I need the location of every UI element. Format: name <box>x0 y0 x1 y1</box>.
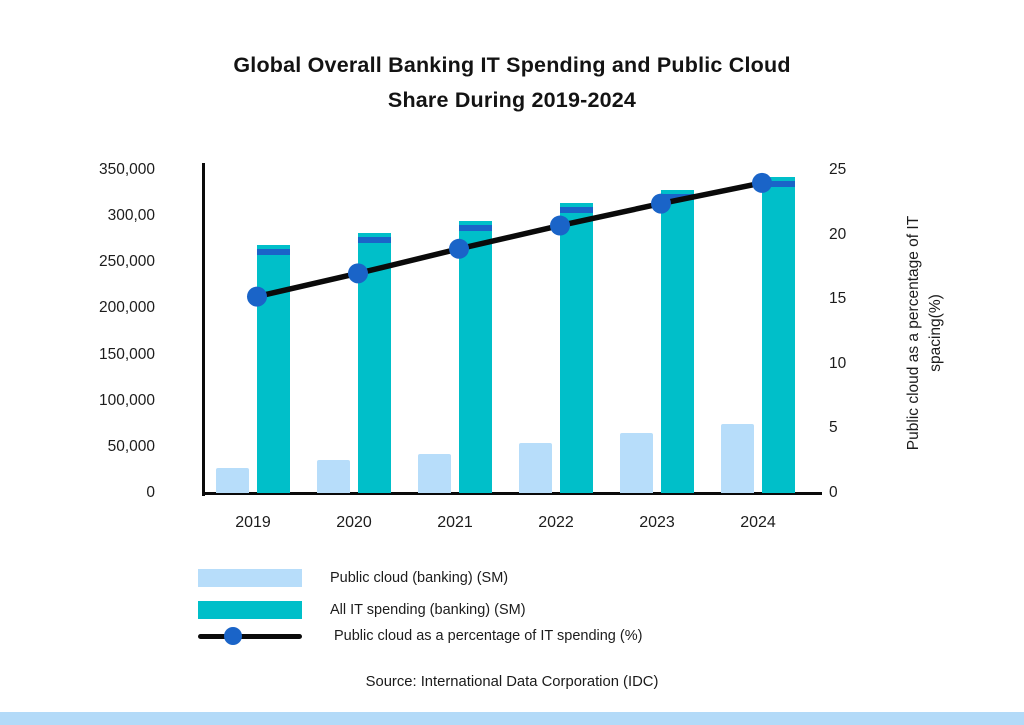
left-axis-tick: 200,000 <box>98 299 155 317</box>
legend-line-marker <box>198 634 302 639</box>
right-axis-title: Public cloud as a percentage of IT spaci… <box>903 216 947 450</box>
left-axis-tick: 350,000 <box>98 161 155 178</box>
bottom-accent-band <box>0 712 1024 725</box>
right-axis-tick: 20 <box>829 225 847 243</box>
bar-public-cloud-2021 <box>418 454 451 493</box>
right-axis-tick: 25 <box>829 161 847 178</box>
bar-cap-stripe-2023 <box>661 194 694 201</box>
bar-all-it-spending-2019 <box>257 244 290 493</box>
legend-line-dot <box>224 627 242 645</box>
bar-public-cloud-2024 <box>721 423 754 493</box>
legend-label-teal: All IT spending (banking) (SM) <box>330 602 526 618</box>
bar-cap-stripe-2019 <box>257 248 290 255</box>
right-axis-tick: 5 <box>829 419 838 437</box>
left-axis-tick: 300,00 <box>107 207 155 225</box>
source-caption: Source: International Data Corporation (… <box>365 674 659 690</box>
chart-title-line2: Share During 2019-2024 <box>387 88 637 112</box>
left-axis-tick: 50,000 <box>107 437 155 455</box>
legend-swatch-teal <box>198 601 302 619</box>
y-axis-line <box>202 163 205 496</box>
x-axis-label-2024: 2024 <box>740 514 776 531</box>
right-axis-title-line2: spacing(%) <box>927 294 944 372</box>
bar-cap-stripe-2020 <box>358 236 391 243</box>
x-axis-label-2023: 2023 <box>639 514 675 531</box>
legend-label-light_blue: Public cloud (banking) (SM) <box>330 570 509 586</box>
bar-all-it-spending-2022 <box>560 203 593 493</box>
legend-swatch-light_blue <box>198 569 302 587</box>
right-axis-title-line1: Public cloud as a percentage of IT <box>905 215 922 451</box>
bar-all-it-spending-2020 <box>358 232 391 493</box>
bar-cap-stripe-2022 <box>560 207 593 214</box>
x-axis-line <box>202 492 822 495</box>
bar-cap-stripe-2024 <box>762 181 795 188</box>
left-axis-tick: 150,000 <box>98 345 155 363</box>
chart-title: Global Overall Banking IT Spending and P… <box>0 48 1024 118</box>
bar-public-cloud-2022 <box>519 443 552 493</box>
bar-public-cloud-2023 <box>620 433 653 493</box>
x-axis-label-2021: 2021 <box>437 514 473 531</box>
bar-cap-stripe-2021 <box>459 224 492 231</box>
right-axis-tick: 10 <box>829 354 847 372</box>
bar-all-it-spending-2024 <box>762 177 795 493</box>
x-axis-label-2019: 2019 <box>235 514 271 531</box>
right-axis-tick: 15 <box>829 290 847 308</box>
left-axis-tick: 0 <box>146 484 155 501</box>
right-axis-tick: 0 <box>829 484 838 501</box>
left-axis-tick: 100,000 <box>98 391 155 409</box>
left-axis-tick: 250,000 <box>98 253 155 271</box>
legend-label-percentage-line: Public cloud as a percentage of IT spend… <box>334 628 643 644</box>
bar-public-cloud-2020 <box>317 459 350 493</box>
bar-all-it-spending-2021 <box>459 220 492 493</box>
bar-all-it-spending-2023 <box>661 190 694 493</box>
bar-public-cloud-2019 <box>216 468 249 493</box>
x-axis-label-2020: 2020 <box>336 514 372 531</box>
x-axis-label-2022: 2022 <box>538 514 574 531</box>
chart-title-line1: Global Overall Banking IT Spending and P… <box>233 53 791 77</box>
